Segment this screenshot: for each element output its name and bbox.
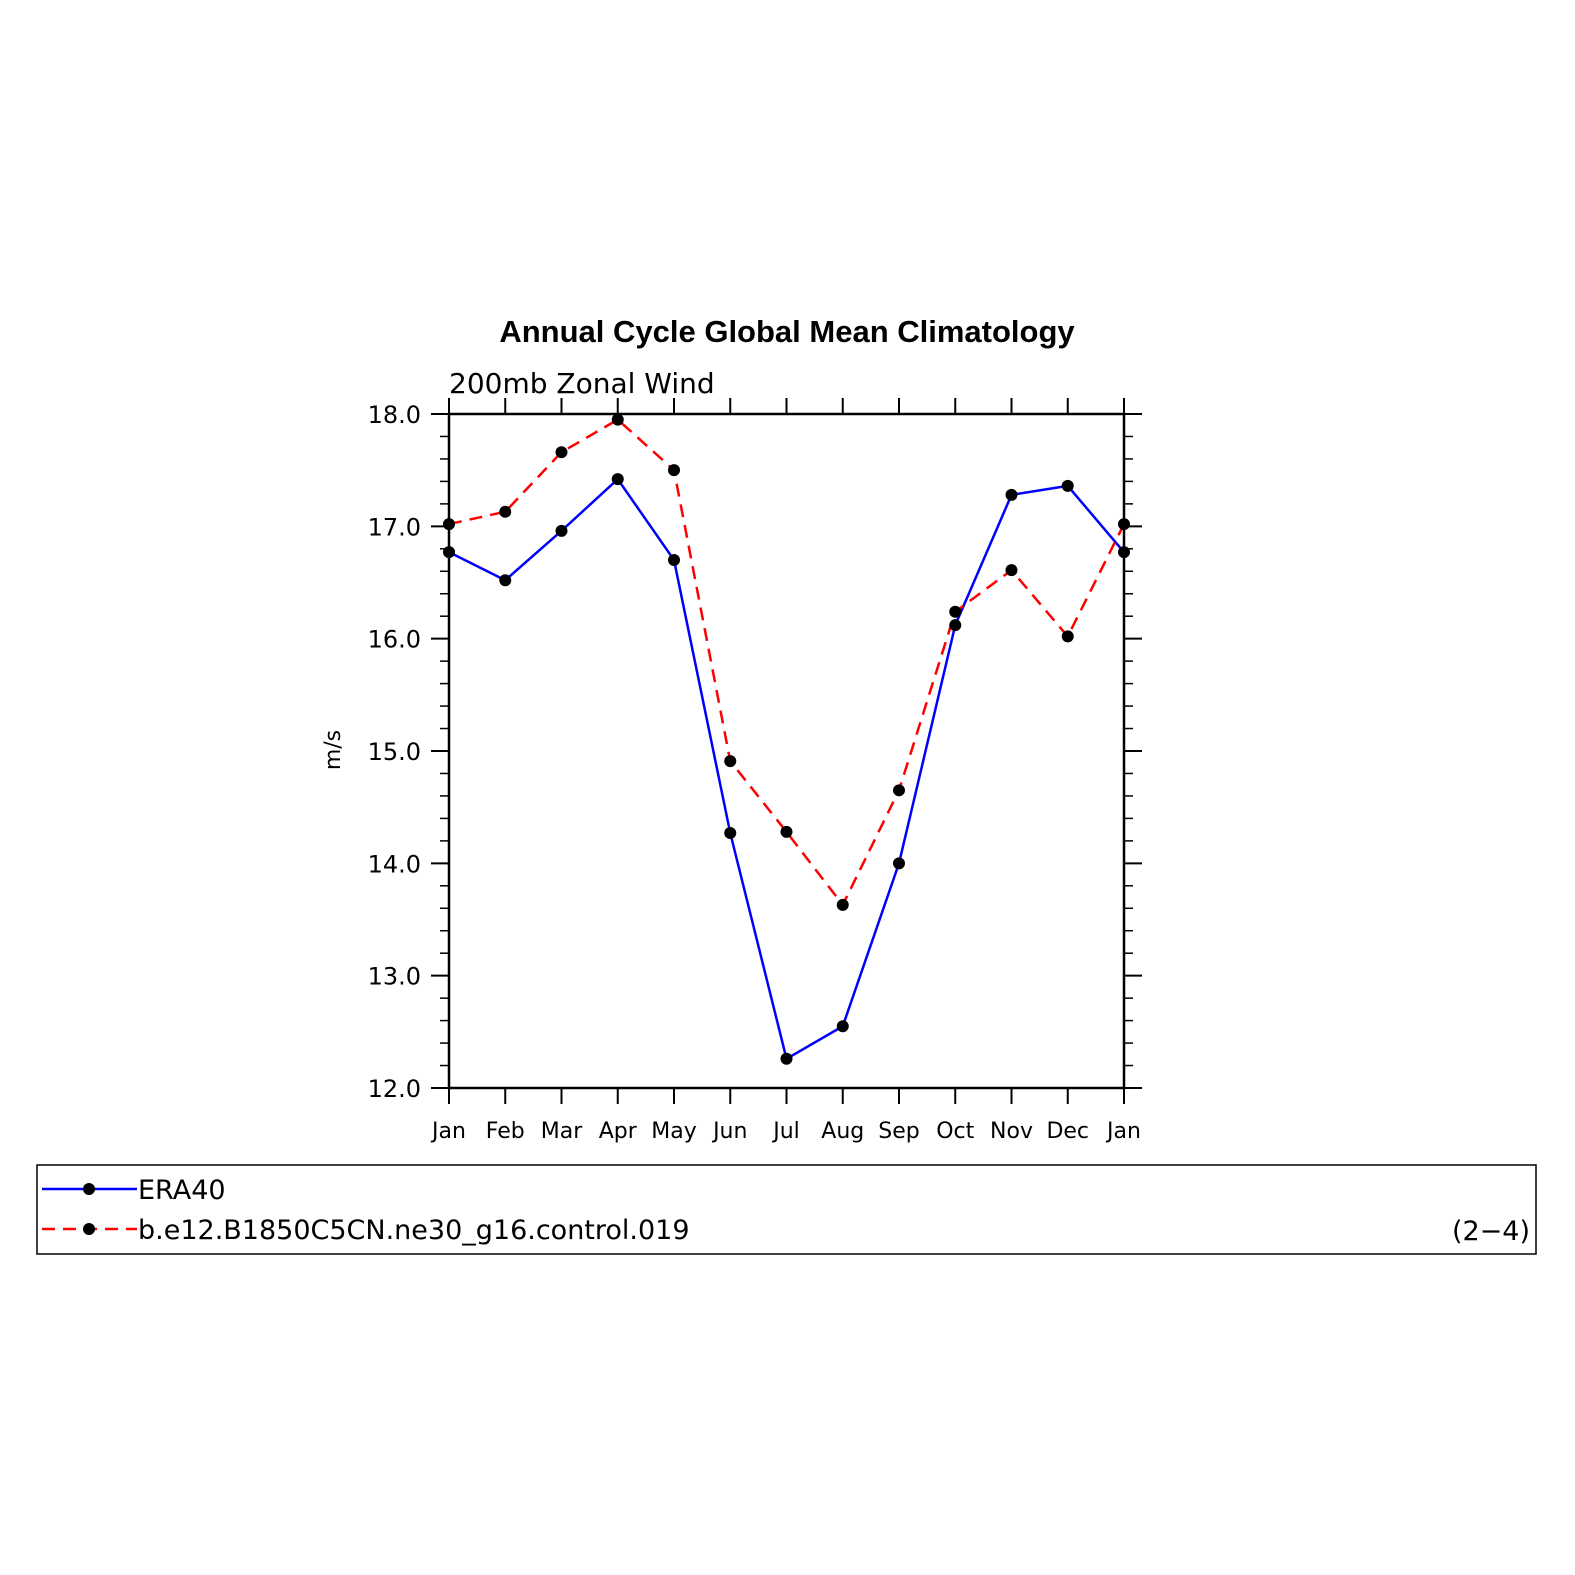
series-2-point xyxy=(555,446,568,459)
x-tick-label: Dec xyxy=(1046,1119,1089,1144)
chart-subtitle: 200mb Zonal Wind xyxy=(449,367,715,400)
panel-annotation: (2−4) xyxy=(1452,1216,1530,1247)
series-1-point xyxy=(611,473,624,486)
series-1-point xyxy=(836,1020,849,1033)
x-tick-label: Jul xyxy=(771,1119,800,1144)
legend-box xyxy=(36,1164,1537,1255)
series-2-point xyxy=(949,605,962,618)
series-1-point xyxy=(893,857,905,870)
x-tick-label: Jan xyxy=(430,1119,466,1144)
legend-label-1: ERA40 xyxy=(138,1175,226,1206)
series-1-point xyxy=(780,1052,793,1065)
x-tick-label: May xyxy=(651,1119,696,1144)
y-axis-label: m/s xyxy=(321,730,346,770)
series-2-point xyxy=(780,825,793,838)
y-tick-label: 12.0 xyxy=(368,1075,421,1103)
y-axis-ticks: 12.0 13.0 14.0 15.0 16.0 17.0 18.0 xyxy=(368,401,1142,1103)
x-tick-label: Feb xyxy=(486,1119,525,1144)
legend-marker-1 xyxy=(83,1183,95,1195)
chart-title: Annual Cycle Global Mean Climatology xyxy=(499,314,1075,349)
series-2-point xyxy=(668,464,680,477)
x-tick-label: Nov xyxy=(990,1119,1033,1144)
series-1-point xyxy=(1118,546,1130,559)
series-2-point xyxy=(443,518,455,531)
series-2-point xyxy=(611,413,624,426)
y-tick-label: 18.0 xyxy=(368,401,421,429)
x-tick-label: Mar xyxy=(541,1119,583,1144)
series-1-point xyxy=(1061,479,1074,492)
x-tick-label: Oct xyxy=(936,1119,974,1144)
series-1-point xyxy=(443,546,455,559)
series-2-point xyxy=(499,505,512,518)
legend-label-2: b.e12.B1850C5CN.ne30_g16.control.019 xyxy=(138,1215,690,1246)
series-2-point xyxy=(836,898,849,911)
series-2-point xyxy=(1005,564,1018,577)
series-1-point xyxy=(555,524,568,537)
x-axis-ticks: Jan Feb Mar Apr May Jun Jul Aug Sep Oct Nov Dec Jan xyxy=(430,398,1141,1144)
series-2-point xyxy=(893,784,905,797)
y-tick-label: 17.0 xyxy=(368,513,421,541)
x-tick-label: Sep xyxy=(878,1119,919,1144)
plot-frame xyxy=(447,412,1126,1090)
series-2-point xyxy=(1061,630,1074,643)
series-1-point xyxy=(949,619,962,632)
series-1-point xyxy=(499,574,512,587)
x-tick-label: Jun xyxy=(711,1119,747,1144)
y-tick-label: 15.0 xyxy=(368,738,421,766)
legend-marker-2 xyxy=(83,1223,95,1235)
series-2-point xyxy=(1118,518,1130,531)
series-layer xyxy=(443,413,1130,1065)
series-1-point xyxy=(668,554,680,567)
series-line-1 xyxy=(448,477,1125,1061)
x-tick-label: Aug xyxy=(821,1119,864,1144)
plot-area xyxy=(447,412,1126,1090)
x-tick-label: Jan xyxy=(1105,1119,1141,1144)
y-tick-label: 14.0 xyxy=(368,850,421,878)
y-tick-label: 13.0 xyxy=(368,963,421,991)
series-1-point xyxy=(724,827,737,840)
legend: ERA40 b.e12.B1850C5CN.ne30_g16.control.01… xyxy=(36,1164,1537,1255)
series-1-point xyxy=(1005,488,1018,501)
legend-entries: ERA40 b.e12.B1850C5CN.ne30_g16.control.01… xyxy=(42,1175,690,1246)
x-tick-label: Apr xyxy=(599,1119,638,1144)
series-2-point xyxy=(724,755,737,768)
y-tick-label: 16.0 xyxy=(368,626,421,654)
